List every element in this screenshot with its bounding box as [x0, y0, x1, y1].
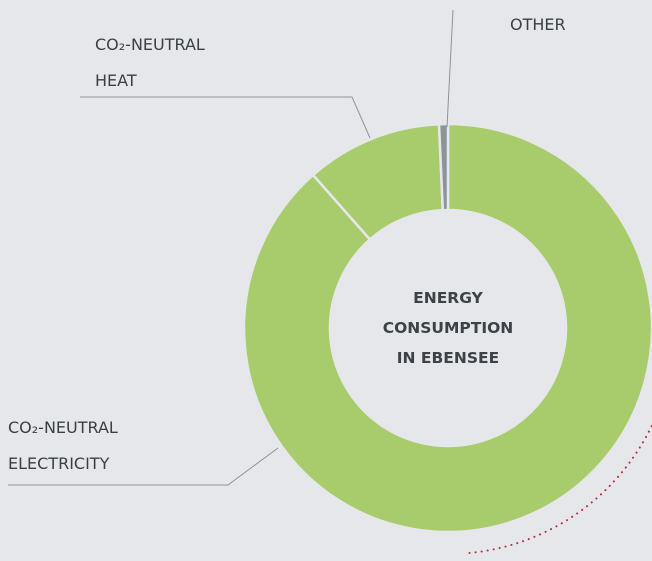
- segment-label: CO₂-NEUTRAL HEAT: [95, 35, 205, 90]
- segment-label: CO₂-NEUTRAL ELECTRICITY: [8, 418, 118, 473]
- segment-label: OTHER: [510, 15, 566, 34]
- segment-label-line: OTHER: [510, 15, 566, 34]
- center-title-line: IN EBENSEE: [397, 349, 499, 367]
- leader-line: [446, 9, 454, 128]
- center-title-line: ENERGY: [413, 289, 483, 307]
- leader-line: [8, 447, 279, 486]
- segment-label-line: CO₂-NEUTRAL: [8, 418, 118, 437]
- leader-line: [80, 96, 371, 139]
- donut-segment: [437, 122, 450, 212]
- center-title: ENERGY CONSUMPTION IN EBENSEE: [383, 289, 514, 367]
- segment-label-line: ELECTRICITY: [8, 454, 110, 473]
- segment-label-line: CO₂-NEUTRAL: [95, 35, 205, 54]
- segment-label-line: HEAT: [95, 71, 137, 90]
- center-title-line: CONSUMPTION: [383, 319, 514, 337]
- decorative-arc: [462, 422, 652, 555]
